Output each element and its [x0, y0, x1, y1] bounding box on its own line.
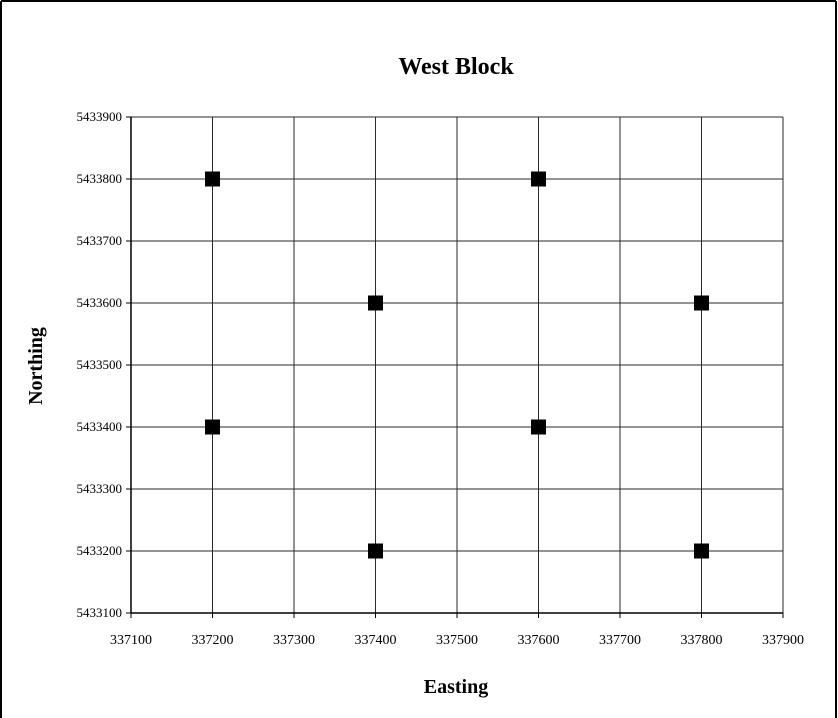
y-tick-label: 5433700 [77, 233, 123, 248]
x-axis-title: Easting [424, 676, 488, 698]
y-tick-label: 5433800 [77, 171, 123, 186]
data-point [368, 295, 383, 311]
data-point [205, 171, 220, 187]
y-tick-label: 5433500 [77, 357, 123, 372]
x-tick-label: 337600 [518, 633, 560, 648]
y-tick-label: 5433400 [77, 419, 123, 434]
y-axis-title: Northing [25, 327, 47, 405]
x-tick-label: 337400 [355, 633, 397, 648]
chart-title: West Block [398, 54, 514, 80]
y-tick-label: 5433200 [77, 543, 123, 558]
x-tick-label: 337900 [762, 633, 804, 648]
y-tick-label: 5433600 [77, 295, 123, 310]
x-tick-label: 337300 [273, 633, 315, 648]
x-tick-label: 337700 [599, 633, 641, 648]
x-tick-label: 337800 [681, 633, 723, 648]
y-tick-label: 5433900 [77, 109, 123, 124]
data-point [531, 171, 546, 187]
axes [126, 116, 784, 618]
x-tick-label: 337200 [192, 633, 234, 648]
grid [131, 116, 784, 613]
x-tick-label: 337100 [110, 633, 152, 648]
y-tick-labels: 5433100 5433200 5433300 5433400 5433500 54336… [77, 109, 123, 620]
data-point [205, 419, 220, 435]
data-point [368, 543, 383, 559]
data-point [531, 419, 546, 435]
data-points [205, 171, 709, 559]
y-tick-label: 5433300 [77, 481, 123, 496]
data-point [694, 543, 709, 559]
x-tick-label: 337500 [436, 633, 478, 648]
data-point [694, 295, 709, 311]
y-tick-label: 5433100 [77, 605, 123, 620]
x-tick-labels: 337100 337200 337300 337400 337500 337600 3377… [110, 633, 804, 648]
